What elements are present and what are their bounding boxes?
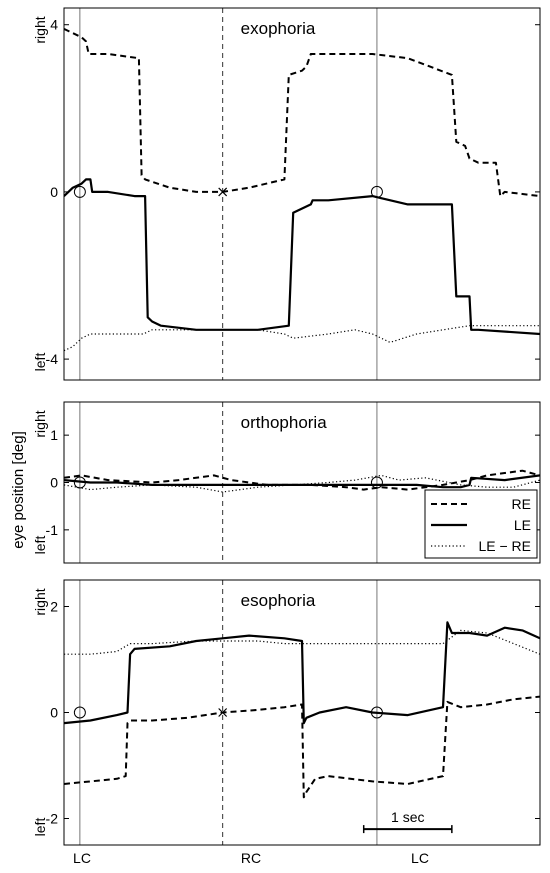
legend-label: RE (512, 496, 531, 512)
side-label-right: right (32, 16, 48, 43)
scale-bar: 1 sec (362, 809, 453, 834)
panel-title: orthophoria (241, 413, 328, 432)
legend-label: LE (514, 517, 531, 533)
circle-marker-2 (370, 706, 383, 719)
y-tick-label: 2 (50, 599, 58, 615)
y-tick-label: -4 (46, 351, 59, 367)
side-label-left: left (32, 353, 48, 372)
scale-bar-label: 1 sec (391, 809, 424, 825)
series-re (64, 27, 540, 198)
legend-label: LE − RE (478, 538, 531, 554)
x-marker-label-lc-2: LC (411, 850, 429, 866)
y-axis-label: eye position [deg] (10, 431, 27, 549)
legend: RE LE LE − RE (424, 489, 538, 559)
y-tick-label: -1 (46, 522, 59, 538)
circle-marker-1 (370, 476, 383, 489)
y-tick-label: 1 (50, 427, 58, 443)
series-le (64, 178, 540, 336)
series-le-re (64, 325, 540, 352)
series-re (64, 695, 540, 799)
y-tick-label: 0 (50, 705, 58, 721)
side-label-left: left (32, 536, 48, 555)
y-tick-label: -2 (46, 811, 59, 827)
circle-marker-0 (73, 706, 86, 719)
y-tick-label: 0 (50, 475, 58, 491)
circle-marker-2 (370, 185, 383, 198)
axes-frame (63, 579, 541, 846)
series-re (64, 469, 540, 491)
x-marker-label-rc: RC (241, 850, 261, 866)
side-label-right: right (32, 410, 48, 437)
series-group (64, 621, 540, 799)
x-marker-label-lc-1: LC (73, 850, 91, 866)
panel-title: exophoria (241, 19, 316, 38)
side-label-left: left (32, 818, 48, 837)
cross-marker-1 (218, 187, 228, 197)
panel-exophoria: exophoria 4 0 -4 right left (32, 7, 541, 381)
side-label-right: right (32, 588, 48, 615)
y-tick-label: 4 (50, 17, 58, 33)
y-tick-label: 0 (50, 184, 58, 200)
panel-title: esophoria (241, 591, 316, 610)
circle-marker-0 (73, 185, 86, 198)
series-group (64, 469, 540, 493)
panel-orthophoria: orthophoria 1 0 -1 right left RE LE LE − RE (32, 401, 541, 564)
cross-marker-1 (218, 708, 228, 717)
series-le (64, 621, 540, 725)
panel-esophoria: esophoria 2 0 -2 right left 1 sec (32, 579, 541, 846)
series-group (64, 27, 540, 352)
series-le (64, 474, 540, 489)
series-le-re (64, 629, 540, 655)
circle-marker-0 (73, 476, 86, 489)
axes-frame (63, 7, 541, 381)
